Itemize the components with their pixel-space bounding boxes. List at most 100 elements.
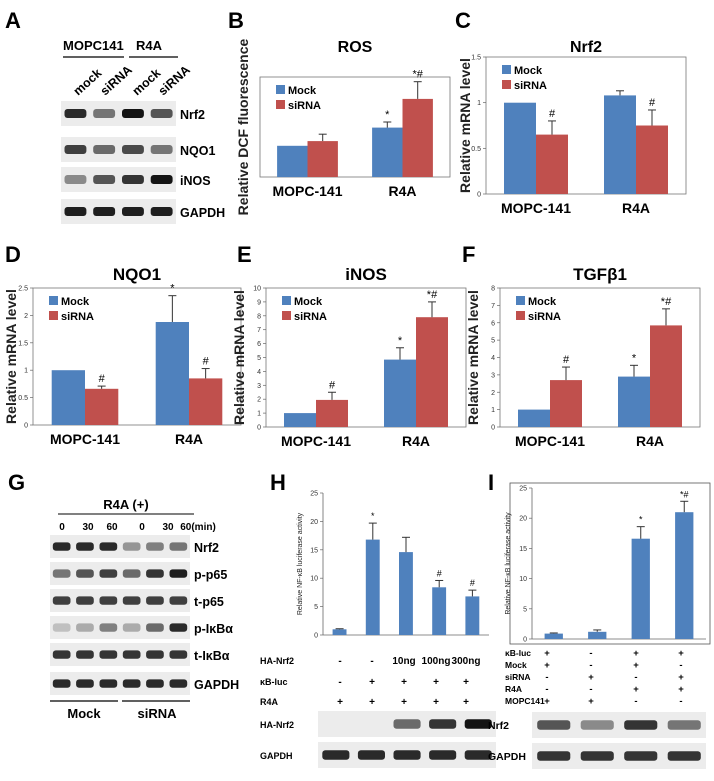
y-tick-label: 0 bbox=[523, 637, 527, 644]
condition-cell: + bbox=[678, 648, 684, 659]
plot-frame bbox=[32, 287, 242, 426]
time-label: 0 bbox=[139, 522, 145, 533]
blot-band bbox=[76, 542, 94, 551]
blot-band bbox=[122, 623, 141, 632]
bar-mock-1 bbox=[618, 376, 650, 427]
y-tick-label: 5 bbox=[491, 338, 495, 345]
x-category-label: R4A bbox=[402, 433, 430, 449]
y-tick-label: 25 bbox=[310, 491, 318, 498]
y-tick-label: 5 bbox=[523, 606, 527, 613]
legend-swatch bbox=[516, 311, 525, 320]
bar-activity-3 bbox=[675, 512, 694, 639]
bar-activity-0 bbox=[332, 629, 347, 635]
significance-mark: # bbox=[437, 568, 442, 578]
condition-cell: + bbox=[401, 677, 407, 688]
blot-band bbox=[93, 175, 116, 184]
bar-activity-3 bbox=[432, 587, 447, 635]
chart-title: ROS bbox=[338, 39, 373, 56]
y-tick-label: 0 bbox=[477, 192, 481, 199]
legend-label: siRNA bbox=[528, 311, 561, 323]
condition-cell: - bbox=[370, 656, 373, 667]
bar-sirna-0 bbox=[307, 141, 338, 177]
bar-mock-0 bbox=[504, 102, 536, 194]
bar-activity-0 bbox=[544, 633, 563, 639]
significance-mark: * bbox=[371, 511, 375, 521]
blot-nrf2 bbox=[61, 101, 176, 126]
blot-band bbox=[169, 623, 188, 632]
blot-band bbox=[322, 750, 350, 760]
panel-h-conditions: HA-Nrf2 - - 10ng 100ng 300ng κB-luc - + + + + R4A + + +… bbox=[260, 656, 496, 768]
time-label: 60 bbox=[106, 522, 118, 533]
bar-sirna-0 bbox=[536, 134, 568, 194]
condition-cell: + bbox=[463, 697, 469, 708]
blot-label: NQO1 bbox=[180, 144, 215, 158]
condition-label: HA-Nrf2 bbox=[260, 656, 294, 666]
y-tick-label: 1.5 bbox=[471, 55, 481, 62]
x-category-label: R4A bbox=[622, 200, 650, 216]
condition-label: R4A bbox=[505, 684, 522, 694]
blot-band bbox=[146, 623, 164, 632]
blot-band bbox=[150, 109, 173, 118]
blot-header: R4A (+) bbox=[103, 497, 148, 512]
panel-g: G R4A (+) 0 30 60 0 30 60(min) Nrf2 p-p65 t-p65 p-I… bbox=[8, 470, 239, 721]
blot-band bbox=[169, 542, 188, 551]
bar-mock-1 bbox=[384, 359, 416, 427]
y-tick-label: 8 bbox=[491, 286, 495, 293]
blot-band bbox=[624, 720, 658, 730]
bar-sirna-1 bbox=[650, 325, 682, 427]
significance-mark: *# bbox=[680, 489, 689, 499]
blot-band bbox=[393, 750, 421, 760]
blot-label: iNOS bbox=[180, 174, 211, 188]
blot-band bbox=[122, 207, 144, 216]
panel-letter: C bbox=[455, 8, 471, 33]
legend-label: siRNA bbox=[294, 311, 327, 323]
bar-mock-0 bbox=[518, 409, 550, 427]
group-label: Mock bbox=[67, 706, 101, 721]
chart-title: TGFβ1 bbox=[573, 265, 627, 284]
condition-cell: - bbox=[338, 656, 341, 667]
condition-cell: - bbox=[634, 672, 637, 683]
y-axis-label: Relative mRNA level bbox=[457, 58, 473, 193]
blot-label: Nrf2 bbox=[194, 541, 219, 555]
blot-gapdh bbox=[61, 199, 176, 224]
condition-cell: + bbox=[633, 684, 639, 695]
y-tick-label: 1 bbox=[491, 407, 495, 414]
legend-swatch bbox=[282, 311, 291, 320]
condition-label: κB-luc bbox=[260, 677, 288, 687]
blot-band bbox=[150, 207, 173, 216]
bar-sirna-1 bbox=[402, 98, 433, 177]
bar-mock-1 bbox=[372, 127, 403, 177]
bar-sirna-1 bbox=[189, 378, 223, 425]
plot-frame bbox=[509, 482, 711, 645]
blot-band bbox=[52, 542, 71, 551]
legend-label: Mock bbox=[61, 296, 90, 308]
blot-band bbox=[169, 650, 188, 659]
y-axis-label: Relative mRNA level bbox=[3, 289, 19, 424]
panel-letter: E bbox=[237, 242, 252, 267]
bar-sirna-1 bbox=[416, 317, 448, 427]
y-tick-label: 9 bbox=[257, 299, 261, 306]
panel-letter: A bbox=[5, 8, 21, 33]
bar-sirna-0 bbox=[550, 380, 582, 427]
legend-label: Mock bbox=[288, 85, 317, 97]
blot-band bbox=[169, 596, 188, 605]
blot-band bbox=[537, 751, 571, 761]
y-tick-label: 20 bbox=[519, 516, 527, 523]
y-tick-label: 1 bbox=[477, 100, 481, 107]
group-label: R4A bbox=[136, 38, 163, 53]
condition-cell: + bbox=[433, 677, 439, 688]
lane-label: mock bbox=[130, 66, 164, 98]
condition-label: siRNA bbox=[505, 672, 531, 682]
condition-label: κB-luc bbox=[505, 648, 531, 658]
lane-label: mock bbox=[71, 66, 105, 98]
blot-band bbox=[122, 569, 141, 578]
blot-band bbox=[76, 569, 94, 578]
legend-swatch bbox=[502, 65, 511, 74]
panel-letter: G bbox=[8, 470, 25, 495]
condition-cell: - bbox=[338, 677, 341, 688]
panel-i: I 0 5 10 15 20 25 Relative NF-κB luciferase act… bbox=[488, 470, 711, 645]
y-tick-label: 2 bbox=[24, 313, 28, 320]
